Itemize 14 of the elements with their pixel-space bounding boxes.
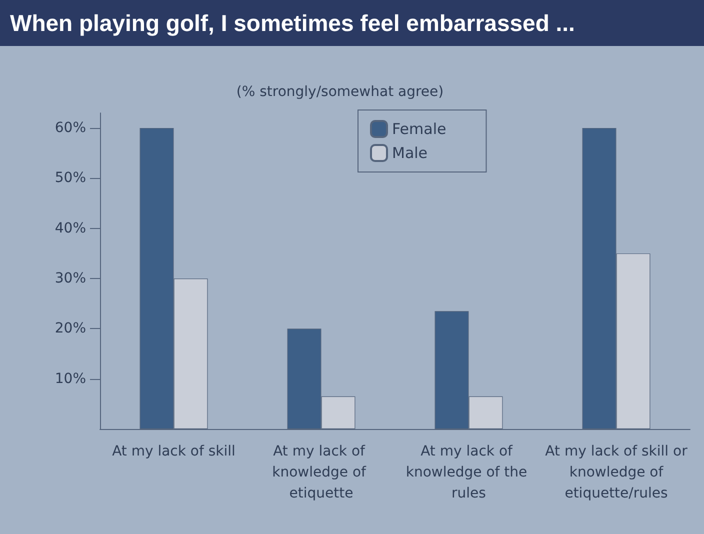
- chart-subtitle: (% strongly/somewhat agree): [236, 84, 444, 100]
- chart-title: When playing golf, I sometimes feel embarrassed ...: [0, 0, 704, 46]
- y-tick-label: 50%: [54, 170, 86, 186]
- y-tick-label: 40%: [54, 220, 86, 236]
- x-tick-label: At my lack of knowledge of etiquette: [272, 444, 370, 502]
- x-tick-label: At my lack of skill or knowledge of etiquette/rules: [545, 444, 688, 502]
- x-tick-label: At my lack of skill: [112, 444, 236, 460]
- x-tick-label: At my lack of knowledge of the rules: [406, 444, 532, 502]
- y-tick-label: 10%: [54, 370, 86, 387]
- legend-label: Male: [392, 144, 428, 162]
- y-tick-label: 20%: [54, 320, 86, 337]
- y-tick-label: 30%: [54, 270, 86, 287]
- y-tick-label: 60%: [54, 120, 86, 136]
- legend-label: Female: [392, 120, 446, 138]
